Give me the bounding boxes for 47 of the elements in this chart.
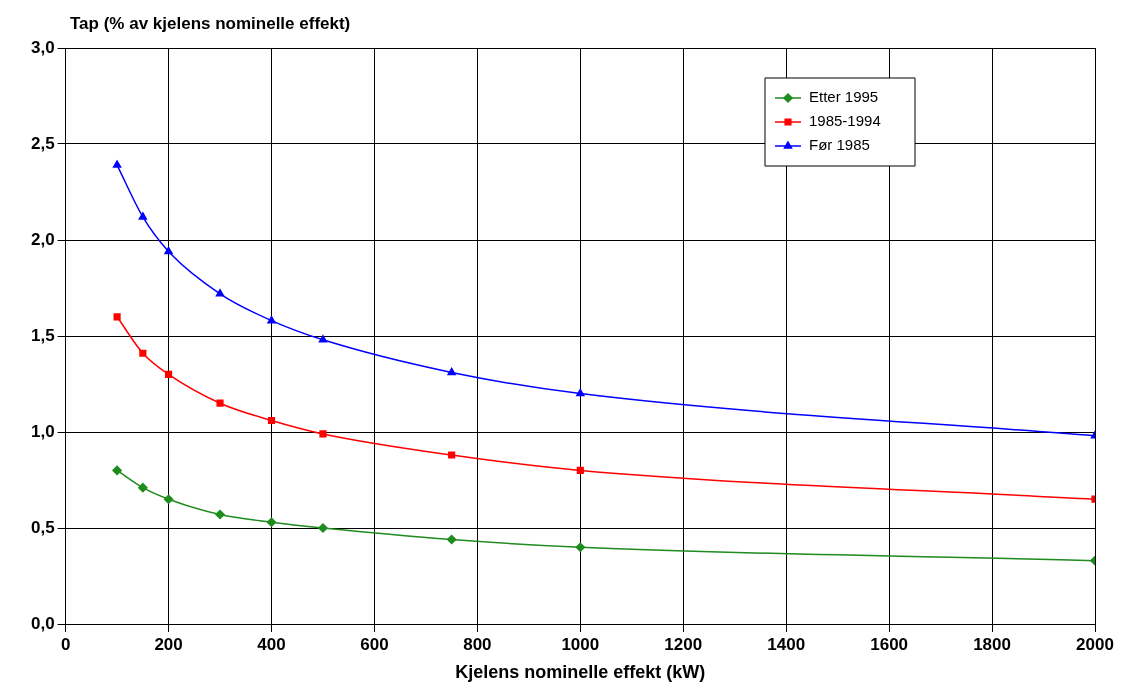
point (448, 451, 456, 459)
x-tick-label: 400 (257, 634, 286, 654)
y-tick-label: 0,0 (30, 613, 55, 633)
x-tick-label: 600 (360, 634, 389, 654)
point (447, 367, 456, 376)
y-tick-label: 2,0 (30, 229, 55, 249)
point (318, 335, 328, 343)
x-tick-label: 1200 (664, 634, 703, 654)
point (139, 349, 147, 357)
x-tick-label: 1400 (767, 634, 806, 654)
point (215, 509, 225, 520)
y-tick-label: 1,5 (30, 325, 55, 345)
y-tick-label: 0,5 (30, 517, 55, 537)
point (576, 466, 584, 474)
point (215, 289, 225, 297)
y-tick-label: 2,5 (30, 133, 55, 153)
x-tick-label: 800 (463, 634, 492, 654)
point (138, 212, 148, 220)
point (575, 542, 586, 552)
point (318, 523, 328, 533)
x-axis-title: Kjelens nominelle effekt (kW) (455, 662, 706, 683)
point (446, 534, 457, 545)
point (267, 315, 276, 324)
x-tick-label: 1800 (973, 634, 1011, 654)
point (319, 430, 327, 438)
x-tick-label: 1600 (870, 634, 909, 654)
point (112, 160, 122, 168)
x-tick-label: 0 (60, 634, 71, 654)
point (267, 416, 276, 425)
point (216, 399, 224, 407)
x-tick-label: 2000 (1076, 634, 1114, 654)
point (112, 465, 122, 476)
x-tick-label: 1000 (561, 634, 600, 654)
point (163, 494, 174, 504)
y-tick-label: 3,0 (30, 37, 55, 57)
y-tick-label: 1,0 (30, 421, 55, 441)
x-tick-label: 200 (154, 634, 183, 654)
y-axis-title: Tap (% av kjelens nominelle effekt) (70, 14, 351, 34)
point (576, 388, 585, 397)
point (266, 517, 277, 527)
point (164, 246, 173, 255)
legend-label: 1985-1994 (809, 112, 881, 130)
point (138, 482, 148, 493)
legend-label: Etter 1995 (809, 88, 879, 106)
point (113, 313, 121, 321)
point (164, 370, 173, 378)
legend-label: Før 1985 (809, 136, 870, 154)
